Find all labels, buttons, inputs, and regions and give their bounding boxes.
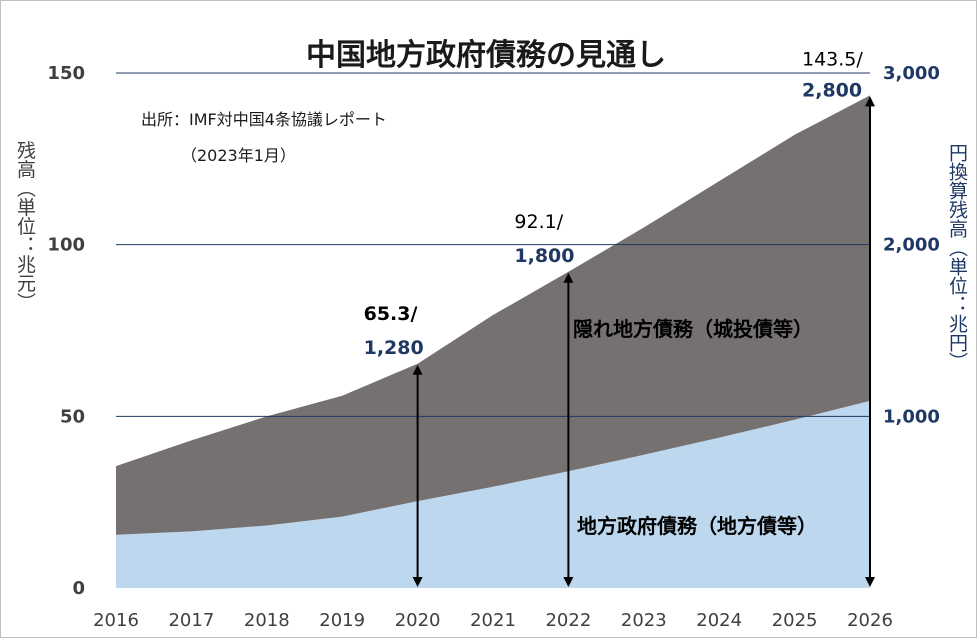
x-tick-label: 2023 [621, 610, 667, 631]
y2-tick-label: 3,000 [883, 63, 940, 84]
y2-tick-label: 1,000 [883, 406, 940, 427]
annotation-value: 92.1/ [514, 211, 563, 233]
series-label-local-gov-debt: 地方政府債務（地方債等） [577, 514, 817, 538]
area-series-local-gov-debt [116, 400, 870, 588]
area-series-hidden-debt [116, 95, 870, 535]
annotation-value: 143.5/ [802, 48, 863, 70]
x-tick-label: 2019 [319, 610, 365, 631]
y2-tick-label: 2,000 [883, 235, 940, 256]
annotation-yen-value: 1,280 [364, 337, 424, 359]
y-axis-label: 残高（単位：兆元） [14, 140, 36, 311]
x-tick-label: 2026 [847, 610, 893, 631]
x-tick-label: 2021 [470, 610, 516, 631]
annotation-yen-value: 2,800 [802, 79, 862, 101]
x-tick-label: 2024 [696, 610, 742, 631]
y-tick-label: 0 [72, 578, 85, 599]
annotation-yen-value: 1,800 [514, 245, 574, 267]
y2-axis-label: 円換算残高（単位：兆円） [946, 143, 968, 371]
y-tick-label: 150 [47, 63, 85, 84]
y-tick-label: 50 [60, 406, 85, 427]
x-tick-label: 2025 [772, 610, 818, 631]
source-text: 出所：IMF対中国4条協議レポート [141, 110, 387, 129]
x-tick-label: 2017 [168, 610, 214, 631]
series-label-hidden-debt: 隠れ地方債務（城投債等） [573, 317, 813, 341]
x-tick-label: 2016 [93, 610, 139, 631]
y-tick-label: 100 [47, 235, 85, 256]
source-date: （2023年1月） [181, 146, 296, 165]
x-tick-label: 2018 [244, 610, 290, 631]
x-tick-label: 2020 [395, 610, 441, 631]
annotation-value: 65.3/ [364, 303, 418, 325]
chart-title: 中国地方政府債務の見通し [306, 38, 666, 73]
x-tick-label: 2022 [545, 610, 591, 631]
